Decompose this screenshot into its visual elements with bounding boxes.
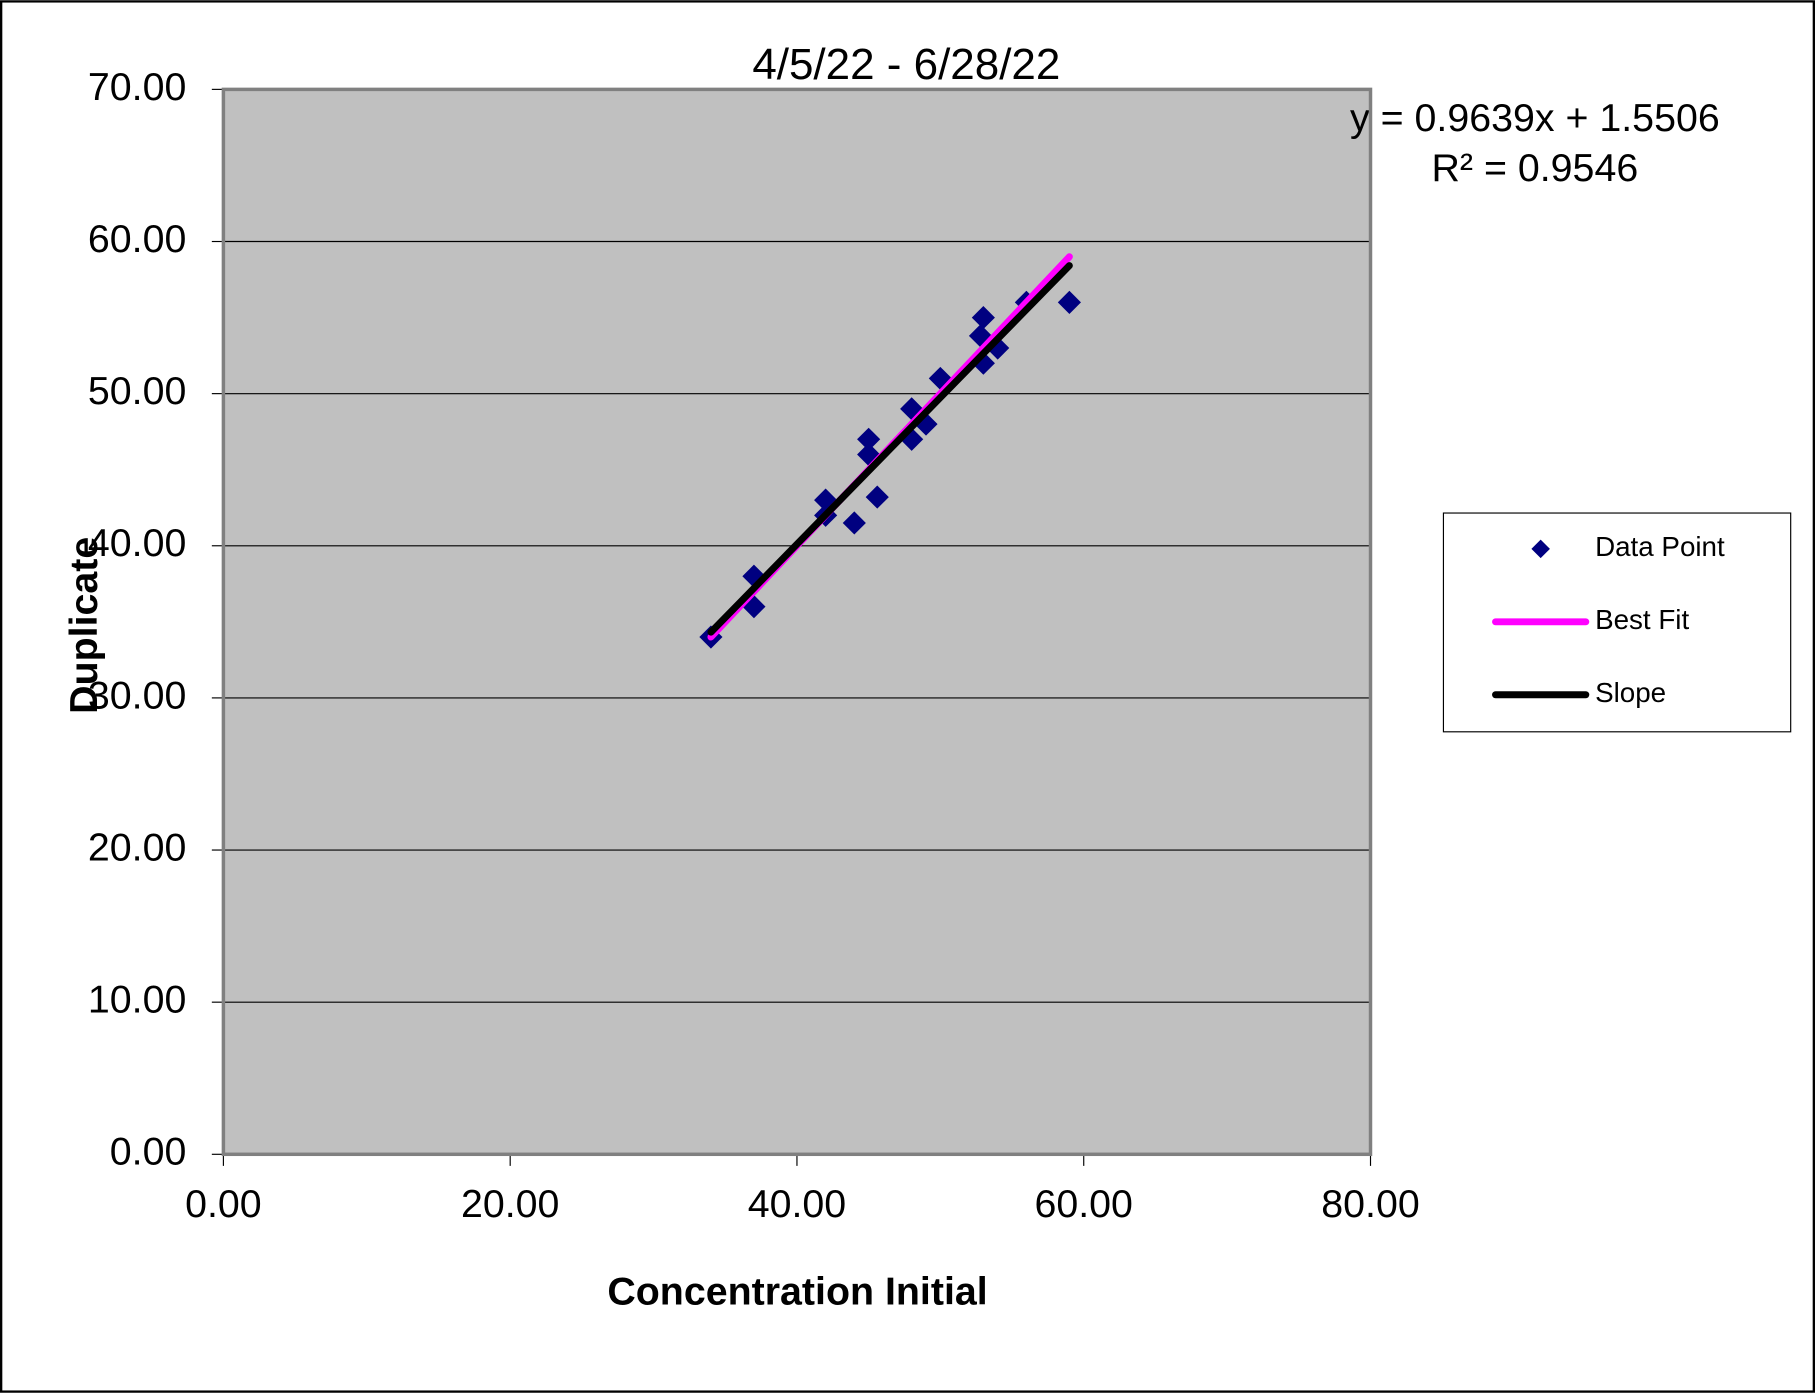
x-tick-label: 0.00 bbox=[185, 1182, 262, 1226]
plot-area bbox=[223, 89, 1371, 1155]
equation: y = 0.9639x + 1.5506 bbox=[1350, 96, 1720, 140]
r-squared: R² = 0.9546 bbox=[1432, 146, 1639, 190]
y-tick-label: 70.00 bbox=[88, 65, 186, 109]
data-point bbox=[971, 306, 995, 330]
x-axis-label: Concentration Initial bbox=[607, 1270, 987, 1314]
chart-title: 4/5/22 - 6/28/22 bbox=[752, 40, 1060, 89]
y-tick-label: 40.00 bbox=[88, 521, 186, 565]
y-tick-label: 10.00 bbox=[88, 978, 186, 1022]
x-tick-label: 80.00 bbox=[1321, 1182, 1419, 1226]
x-tick-label: 60.00 bbox=[1034, 1182, 1132, 1226]
legend-label: Data Point bbox=[1595, 531, 1725, 562]
legend-swatch bbox=[1531, 539, 1550, 559]
y-tick-label: 50.00 bbox=[88, 369, 186, 413]
legend-label: Slope bbox=[1595, 677, 1666, 708]
x-tick-label: 40.00 bbox=[748, 1182, 846, 1226]
legend-label: Best Fit bbox=[1595, 604, 1689, 635]
x-tick-label: 20.00 bbox=[461, 1182, 559, 1226]
y-tick-label: 0.00 bbox=[110, 1130, 187, 1174]
y-tick-label: 60.00 bbox=[88, 217, 186, 261]
y-axis-label: Duplicate bbox=[62, 537, 106, 714]
plot-border bbox=[221, 87, 1373, 1157]
y-tick-label: 20.00 bbox=[88, 825, 186, 869]
line bbox=[707, 262, 1073, 636]
y-tick-label: 30.00 bbox=[88, 673, 186, 717]
data-point bbox=[1057, 290, 1081, 314]
